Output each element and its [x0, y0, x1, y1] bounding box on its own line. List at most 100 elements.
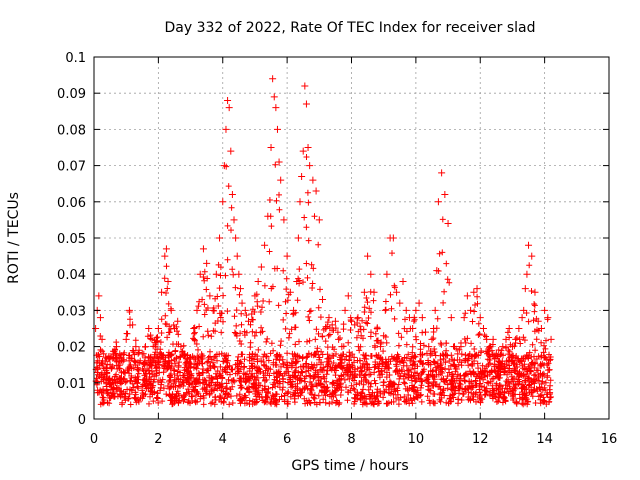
data-point [154, 325, 162, 332]
data-point [261, 241, 269, 249]
y-tick-label: 0.03 [57, 304, 86, 319]
data-point [177, 343, 185, 351]
data-point [280, 216, 288, 224]
data-point [389, 234, 397, 242]
data-point [245, 317, 252, 325]
data-point [162, 245, 170, 253]
data-point [521, 285, 529, 293]
data-point [216, 234, 224, 242]
data-point [122, 335, 130, 343]
data-point [451, 343, 458, 351]
grid [94, 57, 609, 419]
data-point [273, 125, 281, 133]
data-point [241, 306, 249, 314]
data-point [101, 357, 109, 365]
y-tick-label: 0.1 [65, 51, 86, 66]
data-point [483, 335, 491, 343]
data-point [315, 216, 323, 224]
data-point [433, 267, 441, 275]
data-point [360, 288, 368, 296]
data-point [232, 234, 240, 242]
data-point [393, 288, 401, 296]
data-point [298, 172, 306, 180]
data-point [383, 270, 391, 278]
data-point [486, 343, 494, 351]
noise-cloud-marks [92, 154, 554, 408]
data-point [430, 325, 438, 332]
data-point [479, 325, 487, 332]
data-point [109, 353, 117, 361]
x-tick-label: 8 [347, 432, 355, 447]
data-point [254, 277, 262, 285]
data-point [248, 310, 256, 318]
data-point [319, 296, 327, 304]
data-point [196, 270, 204, 278]
data-point [515, 325, 523, 332]
y-tick-labels: 0 0.01 0.02 0.03 0.04 0.05 0.06 0.07 0.08 0.09 0.1 [57, 51, 86, 428]
data-point [257, 263, 265, 271]
y-tick-label: 0 [78, 413, 86, 428]
data-point [412, 306, 420, 314]
y-tick-label: 0.06 [57, 196, 86, 211]
data-point [518, 314, 526, 322]
data-point [496, 357, 504, 365]
data-point [142, 343, 149, 351]
data-point [357, 332, 365, 340]
data-point [428, 335, 436, 343]
data-point [341, 306, 349, 314]
axis-ticks [93, 56, 610, 420]
x-tick-label: 4 [219, 432, 227, 447]
data-point [148, 335, 156, 343]
data-point [438, 169, 446, 177]
data-point [492, 350, 500, 358]
y-tick-label: 0.08 [57, 123, 86, 138]
data-point [399, 277, 407, 285]
data-point [238, 299, 246, 307]
data-point [103, 364, 111, 372]
data-point [322, 325, 330, 332]
data-point [251, 292, 259, 300]
data-point [505, 325, 513, 332]
data-point [409, 325, 417, 332]
data-point [125, 306, 133, 314]
data-point [309, 176, 317, 184]
data-point [425, 343, 433, 351]
data-point [335, 335, 343, 343]
data-point [299, 147, 307, 155]
data-point [348, 317, 355, 325]
data-point [230, 216, 238, 224]
data-point [180, 350, 188, 358]
data-point [138, 350, 146, 358]
y-tick-label: 0.01 [57, 377, 86, 392]
x-tick-labels: 0 2 4 6 8 10 12 14 16 [90, 432, 617, 447]
data-point [370, 288, 378, 296]
data-point [364, 252, 372, 260]
data-point [283, 252, 291, 260]
x-tick-label: 2 [154, 432, 162, 447]
x-axis-label: GPS time / hours [291, 458, 408, 474]
data-point [301, 82, 309, 90]
data-point [158, 288, 166, 296]
x-tick-label: 14 [536, 432, 553, 447]
data-point [212, 270, 220, 278]
data-point [199, 245, 207, 253]
data-point [354, 314, 362, 322]
data-point [454, 350, 462, 358]
data-point [422, 328, 430, 336]
noise-cloud [92, 154, 554, 408]
data-point [275, 158, 283, 166]
data-point [98, 335, 106, 343]
data-point [304, 144, 312, 151]
data-point [96, 314, 104, 322]
data-point [312, 187, 320, 195]
data-point [306, 162, 314, 170]
data-point [338, 343, 346, 351]
data-point [270, 93, 278, 101]
data-point [325, 314, 333, 322]
data-point [523, 270, 531, 278]
data-point [470, 288, 478, 296]
data-point [476, 314, 484, 322]
data-point [193, 306, 201, 314]
data-point [331, 317, 339, 325]
